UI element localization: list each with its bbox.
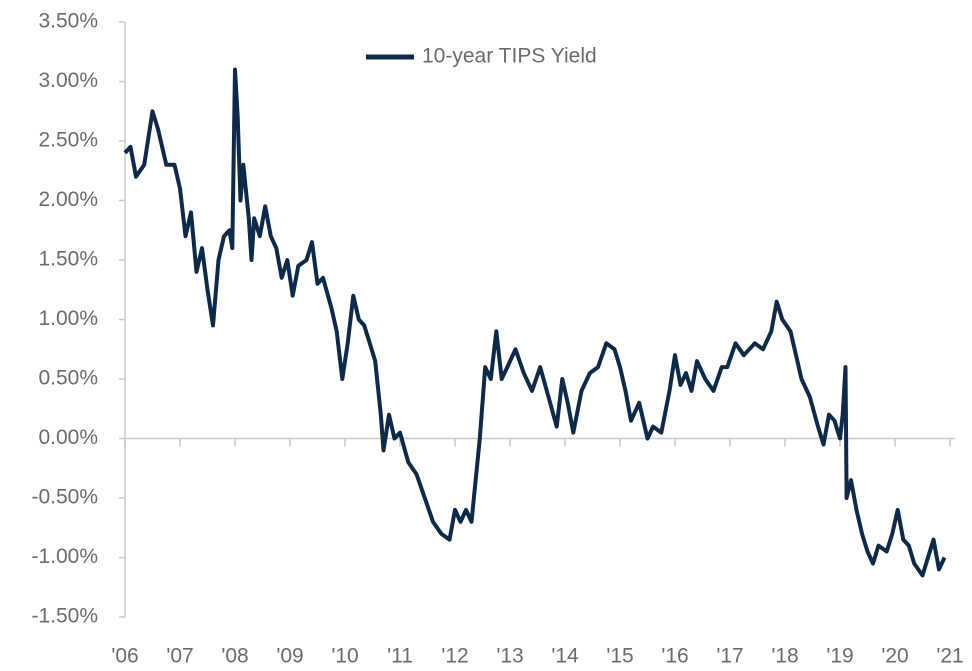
legend-label: 10-year TIPS Yield: [422, 45, 597, 68]
x-tick-label: '08: [221, 645, 248, 668]
x-tick-label: '06: [111, 645, 138, 668]
y-tick-label: -1.50%: [31, 605, 98, 628]
x-tick-label: '19: [826, 645, 853, 668]
y-tick-label: 1.00%: [38, 307, 98, 330]
y-tick-label: 1.50%: [38, 248, 98, 271]
x-tick-label: '21: [936, 645, 963, 668]
y-tick-label: 3.50%: [38, 10, 98, 33]
y-tick-label: 2.00%: [38, 188, 98, 211]
x-tick-label: '07: [166, 645, 193, 668]
x-tick-label: '10: [331, 645, 358, 668]
series-line: [123, 67, 947, 578]
x-tick-label: '09: [276, 645, 303, 668]
x-tick-label: '16: [661, 645, 688, 668]
x-tick-label: '11: [387, 645, 413, 668]
x-tick-label: '13: [496, 645, 523, 668]
y-tick-label: -1.00%: [31, 545, 98, 568]
y-tick-label: -0.50%: [31, 486, 98, 509]
x-tick-label: '15: [606, 645, 633, 668]
x-tick-label: '17: [716, 645, 743, 668]
y-tick-label: 2.50%: [38, 129, 98, 152]
x-tick-label: '12: [441, 645, 468, 668]
x-tick-label: '14: [551, 645, 579, 668]
x-tick-label: '20: [881, 645, 908, 668]
y-tick-label: 3.00%: [38, 69, 98, 92]
y-tick-label: 0.50%: [38, 367, 98, 390]
x-tick-label: '18: [771, 645, 798, 668]
y-tick-label: 0.00%: [38, 426, 98, 449]
